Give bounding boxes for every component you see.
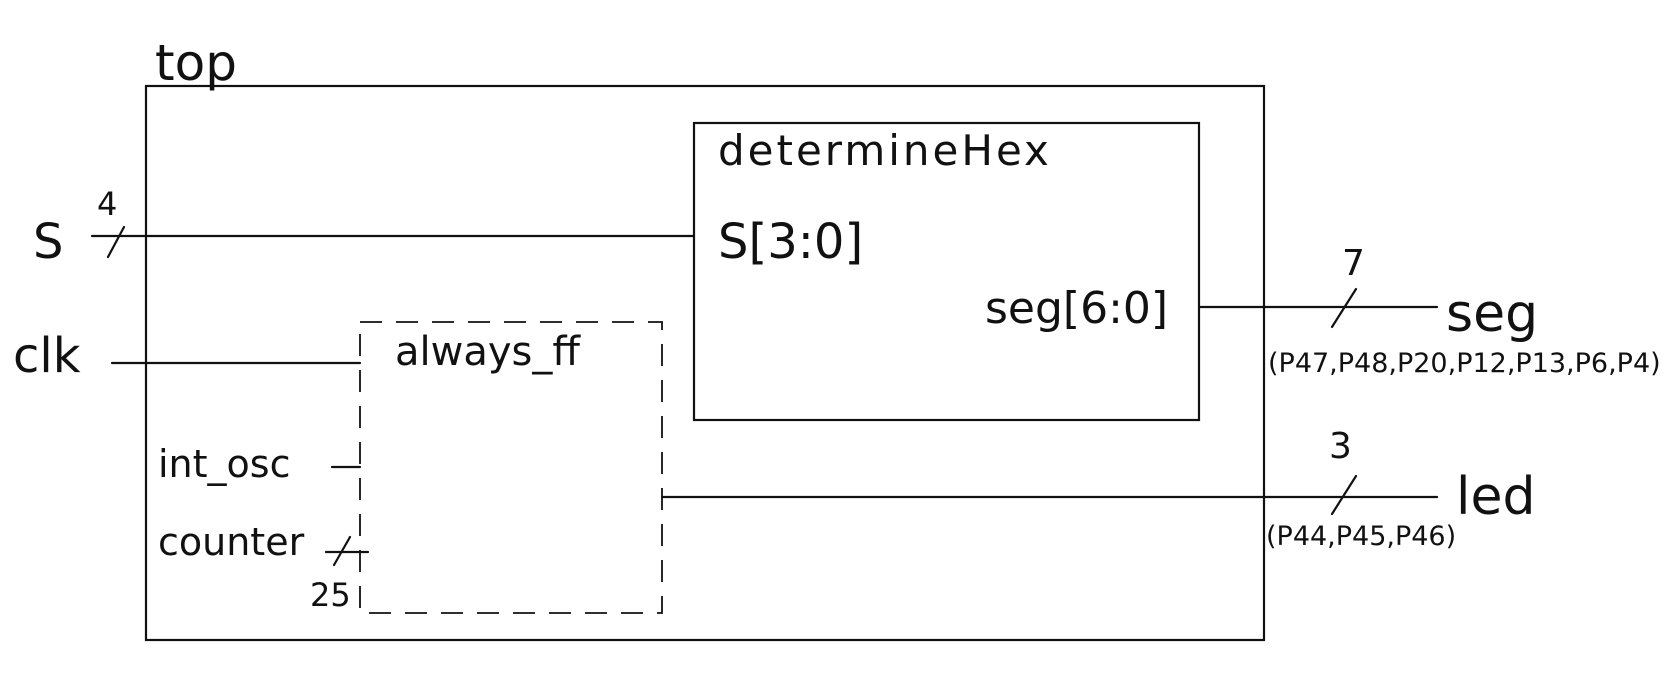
determine-hex-label: determineHex <box>718 126 1052 175</box>
output-led-pins: (P44,P45,P46) <box>1266 521 1456 552</box>
determine-hex-output-port: seg[6:0] <box>985 283 1168 334</box>
always-ff-box <box>359 321 663 614</box>
counter-width: 25 <box>310 576 351 614</box>
input-s-label: S <box>33 214 63 270</box>
always-ff-label: always_ff <box>395 329 581 375</box>
input-clk-label: clk <box>13 328 81 384</box>
top-module-label: top <box>155 34 237 92</box>
wire-seg-bus-slash <box>1330 287 1358 329</box>
counter-label: counter <box>158 520 305 564</box>
output-seg-label: seg <box>1446 284 1538 344</box>
determine-hex-input-port: S[3:0] <box>718 214 863 270</box>
output-led-width: 3 <box>1329 426 1352 467</box>
wire-s-bus-slash <box>106 225 126 259</box>
wire-counter-bus-slash <box>332 535 352 567</box>
wire-led-bus-slash <box>1330 474 1358 516</box>
int-osc-label: int_osc <box>158 442 290 486</box>
output-led-label: led <box>1456 467 1535 527</box>
output-seg-pins: (P47,P48,P20,P12,P13,P6,P4) <box>1268 348 1661 379</box>
output-seg-width: 7 <box>1342 243 1365 284</box>
input-s-width: 4 <box>97 185 117 223</box>
determine-hex-box <box>692 121 1201 422</box>
